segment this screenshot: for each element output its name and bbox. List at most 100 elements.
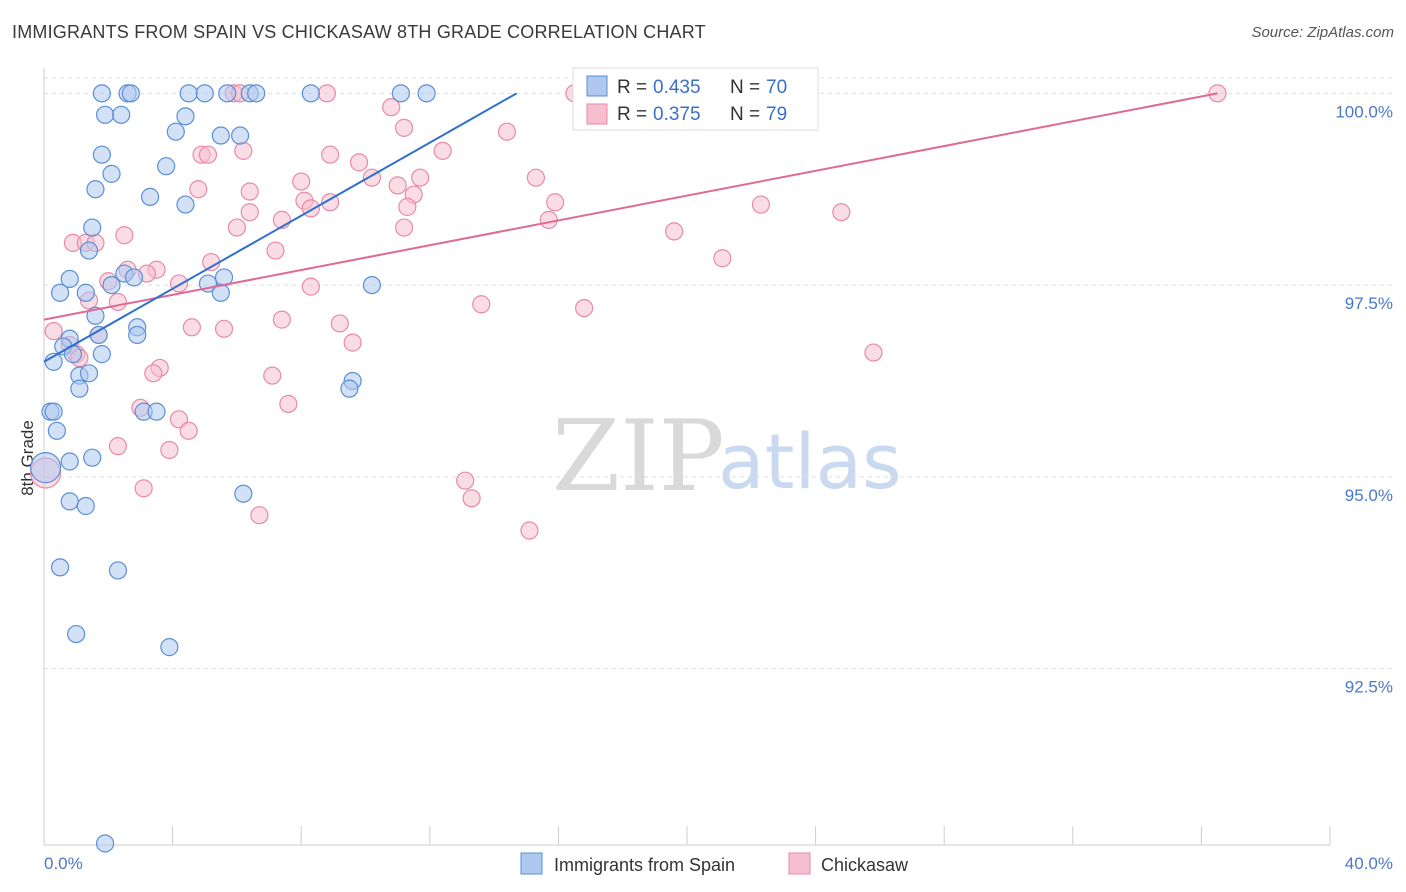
y-tick-label: 100.0%: [1335, 102, 1393, 121]
data-point: [575, 299, 594, 318]
data-point: [539, 210, 558, 229]
stats-legend-swatch-chickasaw: [586, 103, 608, 125]
data-point: [301, 84, 320, 103]
stats-legend-r-label-spain: R =: [617, 77, 647, 98]
data-point: [92, 84, 111, 103]
data-point: [60, 269, 79, 289]
data-point: [214, 319, 234, 338]
data-point: [250, 506, 269, 525]
data-point: [388, 176, 407, 195]
data-point: [86, 180, 105, 199]
data-point: [128, 325, 147, 345]
data-point: [160, 638, 179, 657]
series-chickasaw-points: [30, 84, 1227, 540]
data-point: [179, 84, 198, 103]
data-point: [472, 295, 491, 314]
data-point: [394, 118, 414, 137]
data-point: [398, 197, 417, 216]
data-point: [462, 489, 481, 508]
data-point: [751, 195, 771, 214]
data-point: [411, 168, 430, 187]
data-point: [140, 187, 160, 206]
stats-legend-r-value-spain: 0.435: [653, 77, 701, 98]
data-point: [121, 84, 140, 103]
data-point: [832, 203, 851, 222]
data-point: [292, 172, 311, 191]
data-point: [176, 195, 195, 214]
data-point: [391, 84, 410, 103]
data-point: [526, 168, 545, 187]
y-tick-label: 92.5%: [1345, 678, 1393, 697]
watermark: ZIP atlas: [552, 400, 902, 514]
stats-legend: R = 0.435 N = 70 R = 0.375 N = 79: [572, 67, 819, 131]
y-tick-label: 97.5%: [1345, 294, 1393, 313]
data-point: [76, 283, 95, 302]
data-point: [266, 241, 285, 260]
data-point: [211, 283, 230, 302]
data-point: [317, 84, 337, 103]
stats-legend-n-label-chickasaw: N =: [730, 104, 760, 125]
y-axis-tick-labels: 92.5% 95.0% 97.5% 100.0%: [1335, 102, 1393, 696]
data-point: [321, 193, 340, 212]
data-point: [202, 252, 221, 272]
data-point: [546, 193, 565, 212]
data-point: [864, 343, 883, 362]
data-point: [79, 364, 99, 383]
data-point: [108, 437, 128, 456]
data-point: [240, 203, 259, 222]
data-point: [92, 345, 111, 364]
data-point: [231, 126, 250, 145]
data-point: [301, 277, 320, 296]
series-spain-points: [30, 84, 436, 853]
data-point: [179, 421, 198, 440]
data-point: [102, 275, 121, 295]
data-point: [234, 484, 253, 503]
data-point: [83, 448, 102, 467]
data-point: [349, 153, 369, 172]
data-point: [234, 141, 253, 160]
data-point: [417, 84, 436, 103]
data-point: [60, 492, 79, 511]
data-point: [394, 218, 414, 237]
data-point: [218, 84, 237, 103]
legend-swatch-spain: [520, 852, 543, 875]
legend-swatch-chickasaw: [788, 852, 811, 875]
data-point: [67, 624, 86, 644]
data-point: [520, 521, 539, 540]
data-point: [108, 292, 128, 312]
data-point: [160, 440, 179, 460]
data-point: [189, 180, 208, 199]
trend-line-chickasaw: [43, 92, 1218, 321]
data-point: [108, 561, 128, 580]
data-point: [44, 402, 63, 421]
data-point: [30, 452, 62, 484]
data-point: [247, 84, 266, 103]
data-point: [50, 283, 70, 302]
data-point: [330, 314, 349, 333]
data-point: [115, 226, 134, 245]
data-point: [166, 122, 185, 141]
data-point: [240, 182, 259, 201]
data-point: [713, 249, 732, 268]
stats-legend-n-value-chickasaw: 79: [766, 104, 787, 125]
data-point: [83, 218, 102, 237]
data-point: [340, 379, 359, 398]
watermark-atlas: atlas: [718, 417, 902, 506]
data-point: [665, 222, 684, 241]
data-point: [456, 471, 475, 490]
stats-legend-swatch-spain: [586, 75, 608, 97]
data-point: [227, 218, 246, 237]
data-point: [176, 107, 195, 126]
data-point: [497, 122, 517, 141]
data-point: [60, 452, 79, 471]
data-point: [198, 145, 218, 164]
data-point: [95, 834, 115, 853]
data-point: [134, 479, 153, 498]
data-point: [76, 496, 95, 516]
data-point: [70, 379, 89, 398]
data-point: [433, 141, 452, 160]
x-tick-label-min: 0.0%: [44, 854, 83, 873]
data-point: [44, 322, 63, 341]
data-point: [92, 145, 111, 164]
trend-line-spain: [43, 92, 518, 363]
